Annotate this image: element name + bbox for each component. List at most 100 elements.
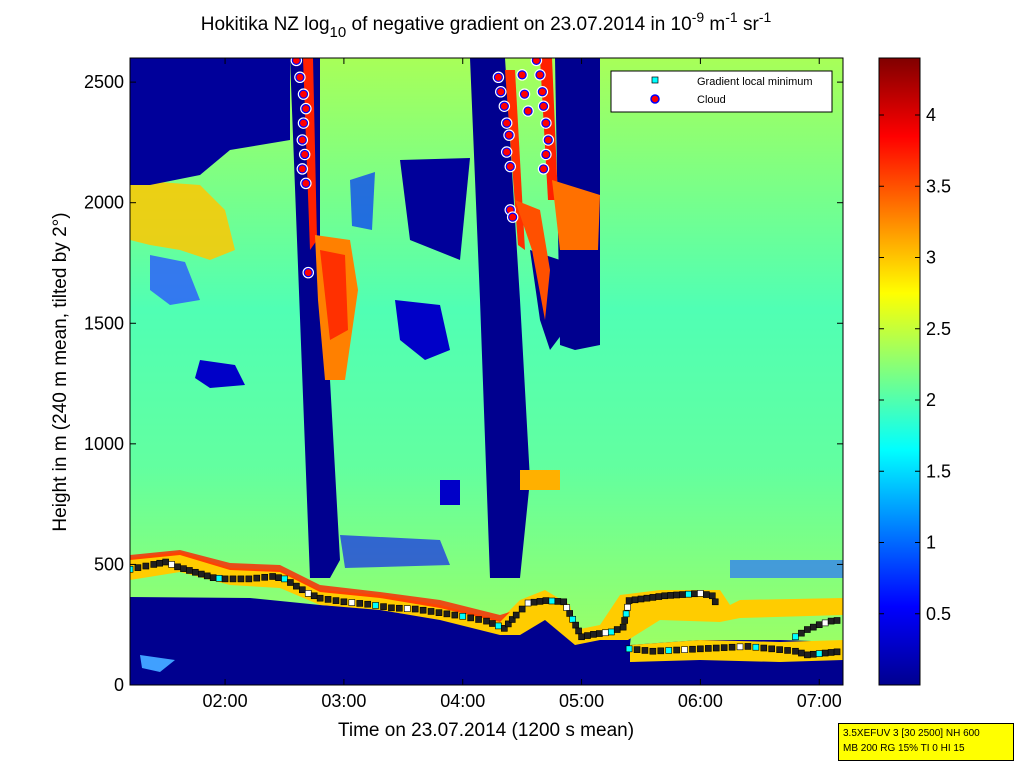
- gradient-minimum-point: [548, 597, 556, 605]
- gradient-minimum-point: [508, 616, 516, 623]
- heatmap: [130, 58, 843, 685]
- gradient-minimum-point: [569, 615, 576, 623]
- info-line-1: 3.5XEFUV 3 [30 2500] NH 600: [843, 728, 980, 739]
- gradient-minimum-point: [554, 598, 562, 605]
- gradient-minimum-point: [489, 620, 496, 627]
- gradient-minimum-point: [403, 605, 411, 612]
- gradient-minimum-point: [310, 592, 318, 600]
- gradient-minimum-point: [237, 575, 245, 583]
- x-tick-label: 02:00: [203, 691, 248, 711]
- cloud-point: [508, 212, 518, 222]
- info-line-2: MB 200 RG 15% TI 0 HI 15: [843, 743, 965, 754]
- gradient-minimum-point: [821, 649, 829, 657]
- gradient-minimum-point: [827, 617, 835, 625]
- gradient-minimum-point: [667, 592, 674, 599]
- gradient-minimum-point: [622, 610, 630, 618]
- cloud-point: [297, 164, 307, 174]
- cloud-point: [291, 58, 301, 66]
- gradient-minimum-point: [332, 597, 340, 604]
- y-tick-label: 2500: [84, 72, 124, 92]
- plot-frame: [129, 57, 844, 686]
- cloud-point: [502, 118, 512, 128]
- gradient-minimum-point: [134, 564, 142, 571]
- parameter-info-box: 3.5XEFUV 3 [30 2500] NH 600 MB 200 RG 15…: [838, 723, 1014, 761]
- gradient-minimum-point: [356, 600, 364, 607]
- gradient-minimum-point: [215, 574, 223, 582]
- gradient-minimum-point: [451, 611, 459, 619]
- gradient-minimum-point: [435, 609, 443, 616]
- gradient-minimum-point: [380, 603, 387, 610]
- x-tick-label: 05:00: [559, 691, 604, 711]
- cloud-point: [519, 89, 530, 99]
- y-axis: 0 500 1000 1500 2000 2500: [84, 72, 843, 695]
- cloud-point: [303, 268, 313, 278]
- gradient-minimum-point: [673, 646, 680, 654]
- chart-title: Hokitika NZ log10 of negative gradient o…: [201, 9, 772, 41]
- gradient-minimum-point: [637, 595, 645, 603]
- colorbar-tick-label: 3: [926, 248, 936, 268]
- gradient-minimum-point: [411, 605, 419, 613]
- gradient-minimum-point: [560, 598, 568, 606]
- gradient-minimum-point: [467, 614, 474, 622]
- y-tick-label: 1500: [84, 313, 124, 333]
- gradient-minimum-point: [596, 630, 603, 637]
- gradient-minimum-point: [275, 574, 282, 581]
- y-tick-label: 1000: [84, 434, 124, 454]
- gradient-minimum-markers: [130, 558, 841, 659]
- gradient-minimum-point: [584, 632, 591, 639]
- gradient-minimum-point: [643, 594, 651, 602]
- gradient-minimum-point: [495, 622, 502, 630]
- gradient-minimum-point: [728, 643, 736, 651]
- gradient-minimum-point: [388, 604, 395, 612]
- y-tick-label: 500: [94, 554, 124, 574]
- cloud-point: [517, 70, 527, 80]
- gradient-minimum-point: [768, 645, 776, 653]
- gradient-minimum-point: [518, 605, 526, 613]
- gradient-minimum-point: [261, 573, 268, 581]
- gradient-minimum-point: [504, 620, 512, 628]
- cloud-point: [295, 72, 305, 82]
- legend-cloud-label: Cloud: [697, 94, 726, 106]
- gradient-minimum-point: [542, 597, 550, 604]
- cloud-point: [505, 161, 515, 172]
- gradient-minimum-point: [679, 591, 686, 598]
- y-tick-label: 0: [114, 675, 124, 695]
- gradient-minimum-point: [798, 649, 805, 657]
- legend: Gradient local minimum Cloud: [610, 70, 833, 113]
- gradient-minimum-point: [396, 604, 403, 612]
- gradient-minimum-point: [703, 591, 710, 598]
- cloud-point: [301, 104, 311, 114]
- cloud-point: [541, 149, 551, 160]
- gradient-minimum-point: [697, 590, 704, 597]
- gradient-minimum-point: [691, 590, 698, 598]
- gradient-minimum-point: [304, 590, 312, 597]
- gradient-minimum-point: [168, 561, 175, 568]
- gradient-minimum-point: [293, 582, 300, 590]
- gradient-minimum-point: [316, 594, 324, 602]
- gradient-minimum-point: [245, 575, 253, 583]
- legend-minimum-label: Gradient local minimum: [697, 76, 813, 88]
- gradient-minimum-point: [566, 610, 573, 617]
- gradient-minimum-point: [649, 647, 657, 655]
- gradient-minimum-point: [792, 633, 799, 641]
- gradient-minimum-point: [198, 570, 205, 578]
- gradient-minimum-point: [269, 573, 276, 580]
- gradient-minimum-point: [287, 579, 294, 586]
- gradient-minimum-point: [784, 647, 791, 654]
- gradient-minimum-point: [809, 650, 817, 658]
- gradient-minimum-point: [443, 610, 451, 618]
- x-axis: 02:00 03:00 04:00 05:00 06:00 07:00: [203, 58, 842, 711]
- cloud-point: [541, 118, 551, 128]
- gradient-minimum-point: [613, 626, 621, 633]
- gradient-minimum-point: [419, 606, 427, 614]
- cloud-markers: [290, 58, 555, 279]
- cloud-point: [504, 130, 514, 140]
- gradient-minimum-point: [524, 599, 532, 607]
- gradient-minimum-point: [809, 623, 817, 631]
- cloud-point: [300, 149, 310, 160]
- gradient-minimum-point: [685, 590, 692, 598]
- gradient-minimum-point: [150, 561, 158, 568]
- gradient-minimum-point: [697, 645, 704, 653]
- gradient-minimum-point: [633, 646, 641, 653]
